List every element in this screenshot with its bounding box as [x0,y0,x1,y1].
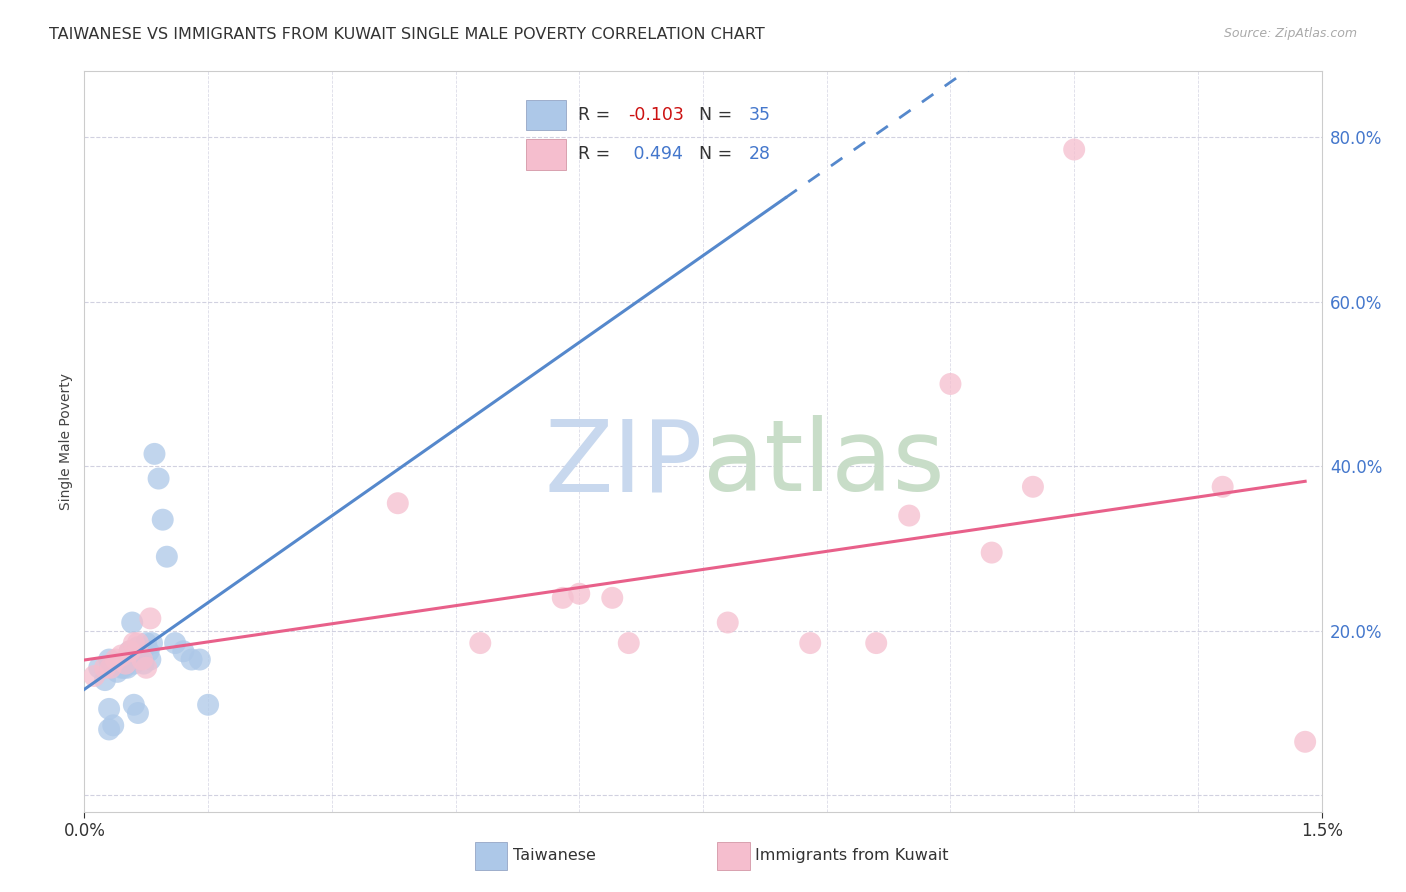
Point [152,513,174,527]
Point [118,644,141,658]
Point [122,698,145,712]
Point [148,471,170,485]
Point [139,652,162,666]
Point [114,657,136,671]
Point [1063,143,1085,157]
Point [108,657,131,671]
Text: Source: ZipAtlas.com: Source: ZipAtlas.com [1223,27,1357,40]
Text: Immigrants from Kuwait: Immigrants from Kuwait [755,848,949,863]
Point [1022,480,1045,494]
Point [89,661,111,675]
Point [898,508,921,523]
Text: N =: N = [699,145,738,163]
Point [127,706,149,720]
Text: TAIWANESE VS IMMIGRANTS FROM KUWAIT SINGLE MALE POVERTY CORRELATION CHART: TAIWANESE VS IMMIGRANTS FROM KUWAIT SING… [49,27,765,42]
Point [980,545,1002,560]
Point [172,644,194,658]
Point [717,615,740,630]
Point [98,723,121,737]
Point [141,636,163,650]
Point [132,657,155,671]
Text: ZIP: ZIP [544,416,703,512]
Point [180,652,202,666]
Point [865,636,887,650]
Point [188,652,211,666]
Point [939,376,962,391]
Text: 28: 28 [748,145,770,163]
Point [600,591,623,605]
Point [165,636,187,650]
Text: Taiwanese: Taiwanese [513,848,596,863]
Point [124,648,146,663]
Point [94,661,117,675]
Point [122,657,145,671]
Point [138,644,160,658]
Bar [717,842,749,870]
Point [1294,735,1316,749]
Point [94,673,117,687]
Text: -0.103: -0.103 [627,106,683,124]
Point [110,661,132,675]
Point [129,652,152,666]
Bar [475,842,508,870]
Text: 35: 35 [748,106,770,124]
Point [104,652,127,666]
Point [156,549,179,564]
Point [122,636,145,650]
Point [387,496,409,510]
Point [98,652,121,666]
Point [114,657,136,671]
Point [100,661,122,675]
Y-axis label: Single Male Poverty: Single Male Poverty [59,373,73,510]
Text: R =: R = [578,145,616,163]
Point [98,702,121,716]
Point [117,661,139,675]
Text: N =: N = [699,106,738,124]
Text: R =: R = [578,106,616,124]
Point [105,665,128,679]
Point [551,591,574,605]
Point [135,636,157,650]
Point [118,644,141,658]
Point [799,636,821,650]
Point [83,669,105,683]
Point [121,615,143,630]
Point [143,447,166,461]
Point [470,636,492,650]
Point [139,611,162,625]
Point [131,644,153,658]
Point [110,648,132,663]
Point [127,640,149,655]
Point [131,652,153,666]
Bar [526,100,565,130]
Point [112,661,135,675]
Text: atlas: atlas [703,416,945,512]
Point [568,587,591,601]
Bar [526,139,565,169]
Point [1212,480,1234,494]
Text: 0.494: 0.494 [627,145,682,163]
Point [127,636,149,650]
Point [197,698,219,712]
Point [135,661,157,675]
Point [617,636,640,650]
Point [103,718,125,732]
